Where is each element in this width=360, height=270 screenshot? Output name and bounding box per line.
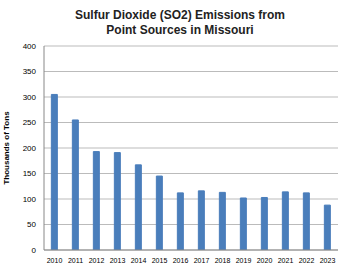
- svg-text:2016: 2016: [173, 257, 189, 264]
- svg-text:400: 400: [23, 42, 37, 51]
- html-text:Sulfur Dioxide (SO2) Emissions: Sulfur Dioxide (SO2) Emissions from: [75, 8, 285, 22]
- svg-text:300: 300: [23, 93, 37, 102]
- svg-text:350: 350: [23, 67, 37, 76]
- svg-text:2019: 2019: [236, 257, 252, 264]
- svg-text:2021: 2021: [278, 257, 294, 264]
- svg-text:2022: 2022: [299, 257, 315, 264]
- svg-text:2013: 2013: [110, 257, 126, 264]
- svg-text:2012: 2012: [89, 257, 105, 264]
- svg-text:150: 150: [23, 169, 37, 178]
- svg-text:Thousands of Tons: Thousands of Tons: [8, 111, 11, 185]
- svg-text:100: 100: [23, 195, 37, 204]
- svg-text:250: 250: [23, 118, 37, 127]
- svg-text:2011: 2011: [68, 257, 83, 264]
- svg-text:2010: 2010: [47, 257, 63, 264]
- svg-text:200: 200: [23, 144, 37, 153]
- svg-text:2015: 2015: [152, 257, 168, 264]
- svg-text:2023: 2023: [320, 257, 336, 264]
- svg-text:2018: 2018: [215, 257, 231, 264]
- svg-text:2017: 2017: [194, 257, 210, 264]
- svg-text:50: 50: [27, 220, 36, 229]
- html-text:Point Sources in Missouri: Point Sources in Missouri: [106, 23, 254, 37]
- svg-text:0: 0: [32, 246, 37, 255]
- svg-text:2020: 2020: [257, 257, 273, 264]
- svg-text:2014: 2014: [131, 257, 147, 264]
